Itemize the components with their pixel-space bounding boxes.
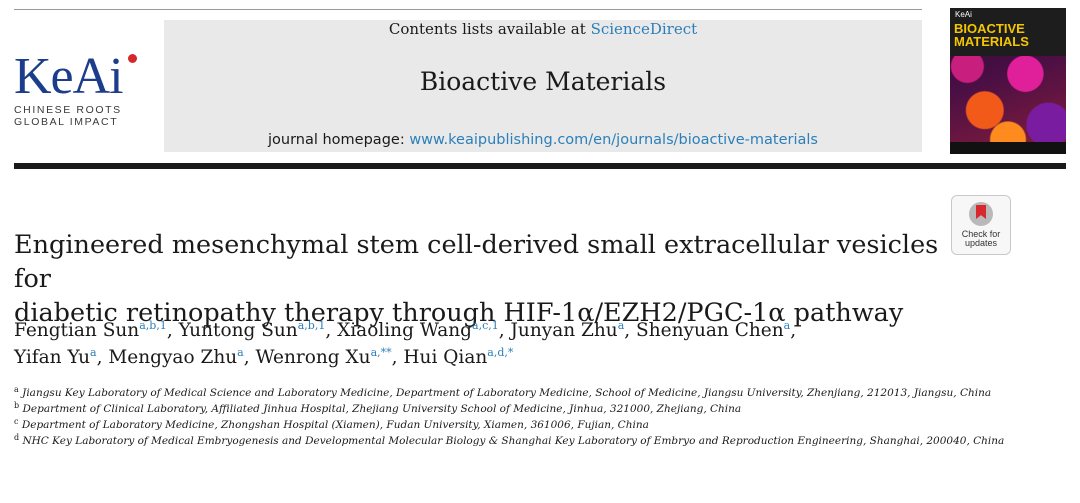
author-affiliation-marker[interactable]: a — [237, 346, 244, 359]
affiliation-item: a Jiangsu Key Laboratory of Medical Scie… — [14, 385, 1054, 401]
author-name[interactable]: Fengtian Sun — [14, 320, 140, 341]
author-list: Fengtian Suna,b,1, Yuntong Suna,b,1, Xia… — [14, 317, 954, 371]
contents-line: Contents lists available at ScienceDirec… — [164, 20, 922, 38]
check-for-updates-label: Check for updates — [952, 230, 1010, 248]
article-title-line-1: Engineered mesenchymal stem cell-derived… — [14, 230, 939, 294]
affiliation-item: c Department of Laboratory Medicine, Zho… — [14, 417, 1054, 433]
article-title: Engineered mesenchymal stem cell-derived… — [14, 228, 944, 330]
author-separator: , — [498, 320, 511, 341]
author-affiliation-marker[interactable]: a,b,1 — [139, 319, 167, 332]
cover-title-line-2: MATERIALS — [954, 34, 1029, 49]
affiliation-text: Department of Laboratory Medicine, Zhong… — [18, 419, 649, 431]
journal-title[interactable]: Bioactive Materials — [419, 67, 667, 96]
author-separator: , — [166, 320, 179, 341]
article-title-line-2: diabetic retinopathy therapy through HIF… — [14, 298, 904, 328]
affiliation-key: b — [14, 401, 20, 410]
affiliation-key: d — [14, 433, 20, 442]
author-name[interactable]: Xiaoling Wang — [337, 320, 473, 341]
homepage-link[interactable]: www.keaipublishing.com/en/journals/bioac… — [409, 132, 818, 148]
contents-prefix: Contents lists available at — [388, 20, 586, 38]
author-name[interactable]: Shenyuan Chen — [636, 320, 784, 341]
journal-cover-image[interactable]: KeAi BIOACTIVE MATERIALS — [950, 8, 1066, 154]
author-name[interactable]: Junyan Zhu — [510, 320, 618, 341]
sciencedirect-link[interactable]: ScienceDirect — [590, 20, 698, 38]
logo-text: KeAi — [14, 48, 124, 105]
bookmark-icon — [976, 205, 986, 219]
publisher-tagline: CHINESE ROOTS GLOBAL IMPACT — [14, 104, 144, 128]
header-divider — [14, 163, 1066, 169]
author-affiliation-marker[interactable]: a,b,1 — [297, 319, 326, 332]
author-name[interactable]: Yifan Yu — [14, 347, 90, 368]
check-updates-line-2: updates — [964, 238, 998, 248]
tagline-line-2: GLOBAL IMPACT — [14, 116, 119, 128]
author-affiliation-marker[interactable]: a,c,1 — [472, 319, 499, 332]
affiliation-text: Jiangsu Key Laboratory of Medical Scienc… — [18, 387, 992, 399]
author-separator: , — [325, 320, 338, 341]
cover-publisher: KeAi — [955, 10, 972, 19]
author-separator: , — [243, 347, 256, 368]
tagline-line-1: CHINESE ROOTS — [14, 104, 122, 116]
affiliation-item: d NHC Key Laboratory of Medical Embryoge… — [14, 433, 1054, 449]
logo-dot-icon — [128, 54, 137, 63]
cover-title-line-1: BIOACTIVE — [954, 21, 1025, 36]
author-affiliation-marker[interactable]: a — [90, 346, 97, 359]
cover-footer — [950, 142, 1066, 154]
author-name[interactable]: Wenrong Xu — [255, 347, 371, 368]
author-name[interactable]: Hui Qian — [403, 347, 488, 368]
cover-title-band — [950, 8, 1066, 56]
author-affiliation-marker[interactable]: a,d,* — [487, 346, 514, 359]
check-updates-line-1: Check for — [961, 229, 1001, 239]
homepage-prefix: journal homepage: — [267, 132, 405, 148]
author-affiliation-marker[interactable]: a — [617, 319, 625, 332]
affiliation-text: Department of Clinical Laboratory, Affil… — [19, 403, 742, 415]
affiliation-text: NHC Key Laboratory of Medical Embryogene… — [19, 435, 1005, 447]
affiliation-key: a — [14, 385, 19, 394]
author-name[interactable]: Mengyao Zhu — [108, 347, 238, 368]
journal-header: Contents lists available at ScienceDirec… — [164, 20, 922, 152]
publisher-logo[interactable]: KeAi CHINESE ROOTS GLOBAL IMPACT — [14, 51, 144, 128]
homepage-line: journal homepage: www.keaipublishing.com… — [164, 132, 922, 148]
author-name[interactable]: Yuntong Sun — [178, 320, 298, 341]
top-divider — [14, 9, 922, 10]
cover-title: BIOACTIVE MATERIALS — [954, 22, 1029, 48]
author-affiliation-marker[interactable]: a — [783, 319, 791, 332]
check-for-updates-button[interactable]: Check for updates — [951, 195, 1011, 255]
author-separator: , — [391, 347, 404, 368]
author-separator: , — [96, 347, 109, 368]
author-separator: , — [624, 320, 637, 341]
affiliation-key: c — [14, 417, 19, 426]
author-separator: , — [790, 320, 797, 341]
author-affiliation-marker[interactable]: a,** — [370, 346, 392, 359]
affiliation-list: a Jiangsu Key Laboratory of Medical Scie… — [14, 385, 1054, 449]
affiliation-item: b Department of Clinical Laboratory, Aff… — [14, 401, 1054, 417]
publisher-logo-wordmark: KeAi — [14, 51, 144, 103]
